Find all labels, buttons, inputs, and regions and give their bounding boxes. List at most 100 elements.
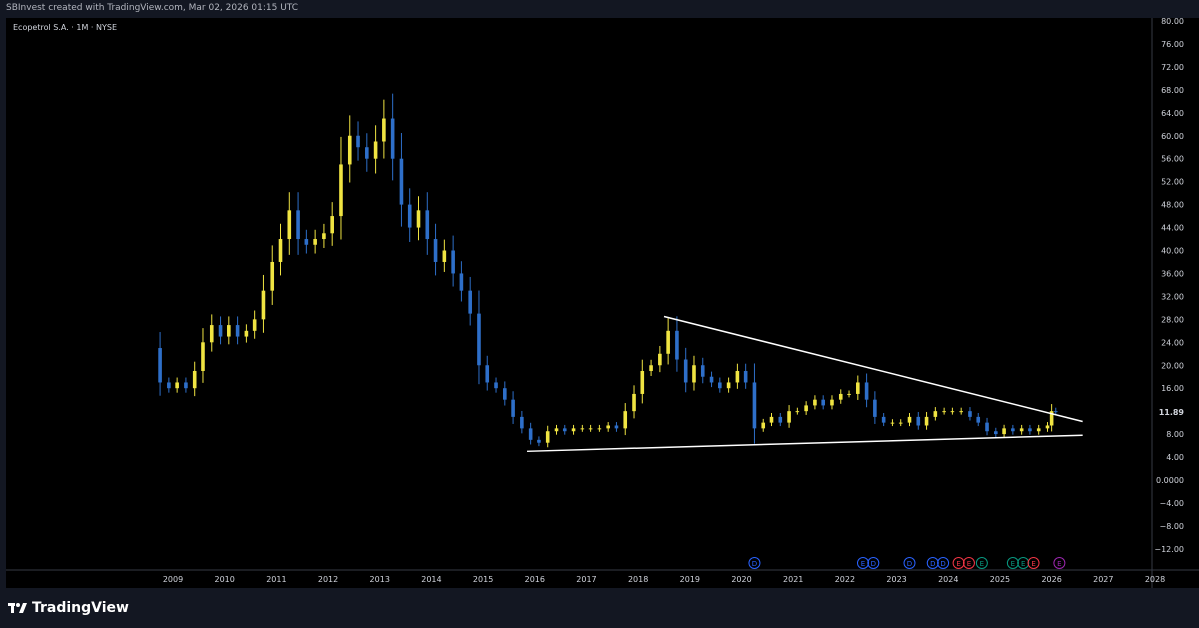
candle-body: [597, 428, 602, 430]
candle: [416, 196, 421, 241]
y-tick-label: 8.00: [1166, 430, 1184, 439]
candle: [795, 407, 800, 415]
candle: [769, 412, 774, 427]
candle-body: [743, 370, 748, 383]
candle-body: [632, 393, 636, 412]
y-tick-label: 36.00: [1161, 269, 1184, 278]
candle-body: [571, 428, 576, 432]
candle: [1019, 424, 1024, 435]
candle: [382, 99, 386, 159]
candle: [778, 412, 783, 427]
candle-body: [838, 393, 843, 400]
candle-body: [313, 239, 317, 245]
candle-body: [675, 330, 679, 360]
candle: [261, 274, 266, 333]
candle: [278, 223, 283, 276]
candle: [968, 407, 972, 421]
candle-body: [511, 399, 515, 417]
candle: [1045, 422, 1050, 432]
candle-body: [640, 370, 645, 394]
candle-body: [209, 325, 214, 343]
event-marker: [1006, 557, 1019, 569]
candle-body: [718, 382, 722, 389]
candle-body: [942, 411, 946, 413]
candle: [864, 373, 869, 408]
x-tick-label: 2027: [1093, 575, 1113, 584]
candle: [459, 261, 464, 302]
candle: [709, 371, 714, 388]
event-marker-label: D: [907, 560, 912, 568]
event-marker-label: E: [956, 560, 960, 568]
candle: [433, 223, 438, 276]
candle: [614, 422, 619, 432]
candle-body: [623, 411, 628, 429]
candle-body: [830, 399, 834, 406]
event-marker-label: D: [930, 560, 935, 568]
candle: [1036, 424, 1041, 435]
candle: [339, 136, 343, 240]
candle: [658, 345, 662, 373]
candle: [322, 223, 326, 248]
candle: [856, 375, 860, 400]
candle: [976, 412, 981, 427]
candle: [623, 403, 628, 436]
x-tick-label: 2010: [215, 575, 235, 584]
candle: [830, 395, 834, 410]
candle: [933, 407, 938, 421]
x-tick-label: 2015: [473, 575, 493, 584]
y-tick-label: 76.00: [1161, 40, 1184, 49]
candle: [700, 357, 705, 384]
event-marker: [1017, 557, 1030, 569]
candle: [287, 192, 292, 255]
candle-body: [847, 393, 851, 395]
candle: [726, 377, 731, 393]
event-marker: [1053, 557, 1066, 569]
candle: [347, 115, 352, 183]
x-tick-label: 2025: [990, 575, 1010, 584]
candle: [244, 324, 249, 343]
candle: [718, 377, 722, 393]
event-marker-label: E: [861, 560, 865, 568]
candle-body: [425, 210, 430, 240]
candle-body: [227, 325, 231, 337]
candle: [356, 121, 360, 161]
y-tick-label: −4.00: [1159, 499, 1184, 508]
y-tick-label: −8.00: [1159, 522, 1184, 531]
footer-bar: [0, 588, 1199, 628]
candle-body: [752, 382, 757, 429]
x-tick-label: 2019: [680, 575, 700, 584]
candle-body: [968, 411, 972, 417]
x-tick-label: 2013: [370, 575, 390, 584]
candle-body: [554, 428, 559, 432]
candle-body: [795, 411, 800, 413]
resistance-trendline: [663, 315, 1083, 423]
candle-body: [709, 376, 714, 383]
y-tick-label: 16.00: [1161, 384, 1184, 393]
candle-body: [735, 370, 740, 383]
candle: [787, 405, 791, 428]
tradingview-logo-icon: [8, 603, 27, 613]
candle-body: [804, 405, 808, 412]
candle: [838, 389, 843, 404]
attribution-text: SBInvest created with TradingView.com, M…: [6, 3, 299, 13]
y-tick-label: 24.00: [1161, 338, 1184, 347]
candle: [924, 411, 929, 430]
candle: [175, 377, 179, 393]
tradingview-logo[interactable]: TradingView: [8, 599, 129, 617]
candle-body: [347, 135, 352, 165]
candle: [1002, 424, 1006, 438]
price-chart[interactable]: 80.00 76.00 72.00 68.00 64.00 60.00 56.00 52.00…: [6, 18, 1199, 588]
candle-body: [898, 422, 903, 424]
candle: [520, 410, 524, 434]
candle-body: [692, 365, 696, 383]
candle: [761, 418, 766, 432]
candle: [1011, 424, 1015, 435]
candle-body: [761, 422, 766, 429]
candle: [184, 377, 188, 393]
candle-body: [537, 439, 541, 443]
candle-body: [270, 261, 275, 291]
chart-area[interactable]: 80.00 76.00 72.00 68.00 64.00 60.00 56.00 52.00…: [6, 18, 1199, 588]
event-marker-label: E: [980, 560, 984, 568]
candle-body: [520, 416, 524, 429]
candle: [752, 363, 757, 444]
